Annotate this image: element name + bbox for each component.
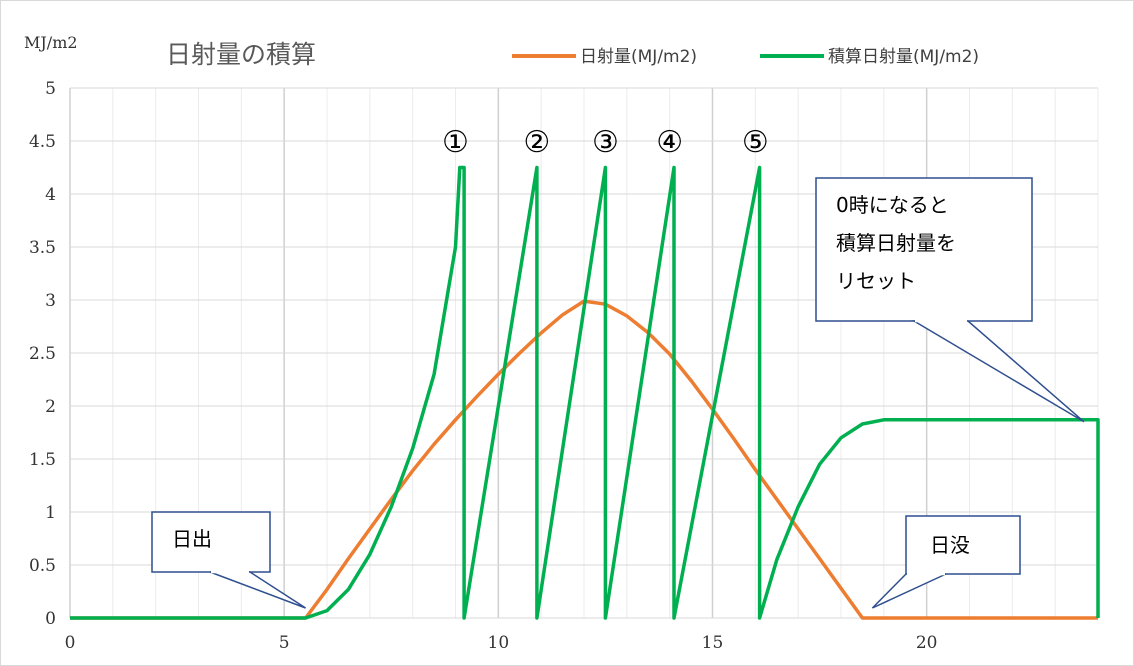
callout-text-line: 日没 (930, 533, 970, 557)
x-tick-label: 0 (65, 633, 76, 653)
y-tick-label: 1.5 (29, 450, 56, 470)
y-axis-label: MJ/m2 (24, 33, 78, 52)
legend-label-irradiance: 日射量(MJ/m2) (580, 47, 697, 67)
callout-sunrise: 日出 (151, 511, 306, 609)
callout-box (815, 177, 1033, 322)
x-tick-label: 5 (279, 633, 290, 653)
peak-markers: ① ② ③ ④ ⑤ (442, 125, 769, 160)
x-tick-label: 20 (916, 633, 938, 653)
y-tick-label: 2 (45, 397, 56, 417)
x-axis-ticks: 0 5 10 15 20 (65, 633, 938, 653)
y-tick-label: 5 (45, 79, 56, 99)
legend: 日射量(MJ/m2) 積算日射量(MJ/m2) (512, 47, 979, 67)
callout-text-line: リセット (836, 269, 916, 293)
callout-sunset: 日没 (871, 515, 1021, 609)
y-tick-label: 0.5 (29, 556, 56, 576)
x-tick-label: 15 (702, 633, 724, 653)
series-lines (70, 165, 1100, 620)
y-tick-label: 3 (45, 291, 56, 311)
peak-marker: ② (523, 125, 550, 160)
y-tick-label: 1 (45, 503, 56, 523)
callout-box (905, 515, 1021, 575)
y-axis-ticks: 0 0.5 1 1.5 2 2.5 3 3.5 4 4.5 5 (29, 79, 56, 629)
y-tick-label: 0 (45, 609, 56, 629)
y-tick-label: 3.5 (29, 238, 56, 258)
x-tick-label: 10 (488, 633, 510, 653)
chart-title: 日射量の積算 (166, 40, 316, 69)
y-tick-label: 4.5 (29, 132, 56, 152)
legend-label-cumulative: 積算日射量(MJ/m2) (828, 47, 979, 67)
y-tick-label: 2.5 (29, 344, 56, 364)
peak-marker: ⑤ (742, 125, 769, 160)
peak-marker: ④ (656, 125, 683, 160)
callout-text-line: 0時になると (836, 193, 949, 217)
peak-marker: ③ (592, 125, 619, 160)
callout-text-line: 積算日射量を (836, 231, 956, 255)
callout-box (151, 511, 271, 573)
y-tick-label: 4 (45, 185, 56, 205)
series-cumulative-line (70, 165, 1100, 620)
callout-text-line: 日出 (172, 527, 212, 551)
peak-marker: ① (442, 125, 469, 160)
